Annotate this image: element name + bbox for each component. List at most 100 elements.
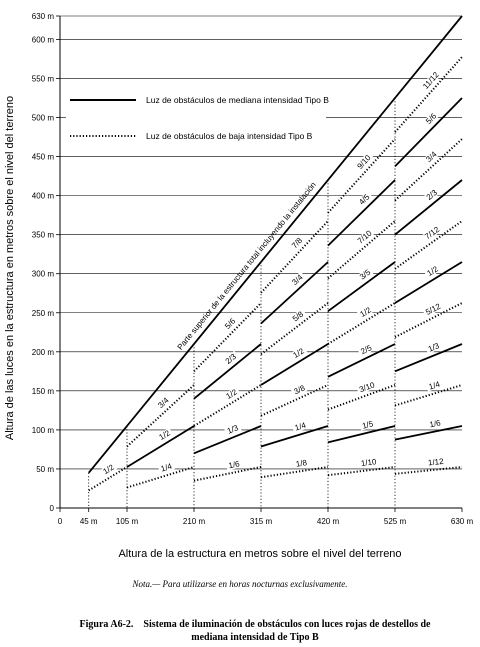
segment-label-group: 3/8 — [290, 383, 309, 397]
segment-label-group: 1/6 — [426, 418, 444, 430]
segment-label-group: 2/3 — [222, 350, 240, 367]
segment-label-group: 3/4 — [423, 148, 440, 166]
segment-label-group: 7/12 — [421, 224, 443, 243]
segment-label-bg — [354, 151, 374, 173]
solid-segment-1-3 — [394, 343, 463, 373]
x-tick-label: 210 m — [183, 517, 206, 526]
segment-label-group: 1/4 — [157, 461, 175, 474]
figure-title: Sistema de iluminación de obstáculos con… — [143, 619, 431, 643]
x-tick-label: 630 m — [451, 517, 474, 526]
segment-label-bg — [421, 224, 443, 243]
segment-label-group: 1/4 — [291, 420, 309, 433]
segment-label: 1/3 — [226, 423, 240, 436]
segment-label-bg — [356, 304, 375, 320]
segment-label-bg — [425, 379, 443, 392]
segment-label-group: 1/12 — [425, 457, 447, 468]
solid-segment-5-6 — [394, 97, 463, 167]
y-tick-label: 250 m — [32, 309, 55, 318]
segment-label-bg — [426, 418, 444, 430]
x-tick-label: 420 m — [317, 517, 340, 526]
x-axis-title: Altura de la estructura en metros sobre … — [118, 548, 401, 560]
figure-number: Figura A6-2. — [79, 619, 134, 630]
y-tick-label: 50 m — [36, 465, 54, 474]
dotted-segment-9-10 — [327, 138, 396, 214]
segment-label-bg — [288, 234, 306, 252]
segment-label: 1/4 — [428, 380, 442, 392]
segment-label-group: 9/10 — [354, 151, 374, 173]
segment-label-group: 1/8 — [293, 458, 310, 469]
segment-label-group: 1/2 — [356, 304, 375, 320]
segment-label-bg — [423, 263, 442, 279]
dotted-segment-1-2 — [327, 302, 396, 345]
y-tick-label: 450 m — [32, 153, 55, 162]
segment-label-bg — [289, 271, 306, 289]
segment-label-bg — [422, 110, 440, 128]
solid-segment-1-2 — [126, 425, 195, 468]
segment-label-bg — [358, 457, 380, 468]
segment-label: 1/10 — [360, 457, 377, 468]
solid-segment-1-4 — [260, 425, 329, 448]
y-tick-label: 100 m — [32, 426, 55, 435]
x-tick-label: 45 m — [80, 517, 98, 526]
segment-label-group: 4/5 — [355, 191, 373, 208]
segment-label: 3/8 — [292, 383, 306, 396]
segment-label: 1/3 — [427, 341, 441, 354]
segment-label-bg — [291, 420, 309, 433]
dotted-segment-3-10 — [327, 384, 396, 411]
y-tick-label: 350 m — [32, 231, 55, 240]
x-tick-label: 315 m — [250, 517, 273, 526]
dotted-segment-3-4 — [126, 384, 195, 448]
x-tick-label: 525 m — [384, 517, 407, 526]
segment-label-bg — [289, 308, 307, 325]
solid-segment-2-3 — [193, 343, 262, 400]
solid-segment-2-3 — [394, 179, 463, 236]
x-tick-label: 0 — [58, 517, 63, 526]
y-tick-label: 600 m — [32, 35, 55, 44]
segment-label-bg — [354, 227, 375, 247]
dotted-segment-1-2 — [193, 384, 262, 427]
dotted-segment-11-12 — [394, 56, 463, 133]
segment-label-group: 5/6 — [422, 110, 440, 128]
segment-label-bg — [157, 461, 175, 474]
axes: 0 50 m 100 m 150 m 200 m 250 m 300 m 350 m 400 m… — [32, 12, 474, 526]
segment-label-group: 5/12 — [422, 301, 444, 318]
segment-label-bg — [356, 266, 374, 283]
series-layer — [88, 15, 463, 492]
segment-label-bg — [293, 458, 310, 469]
segment-label-group: 11/12 — [419, 68, 443, 93]
segment-label-group: 1/6 — [225, 459, 243, 470]
solid-segment-1-6 — [394, 425, 463, 441]
dotted-segment-7-12 — [394, 220, 463, 270]
segment-label-group: 3/10 — [356, 380, 378, 395]
structure-top-line — [88, 15, 463, 474]
dotted-segment-3-8 — [260, 384, 329, 417]
y-tick-label: 200 m — [32, 348, 55, 357]
segment-label-bg — [357, 342, 375, 357]
segment-label-bg — [423, 186, 441, 203]
y-tick-label: 400 m — [32, 192, 55, 201]
segment-label-group: 1/2 — [99, 462, 118, 477]
dotted-segment-1-4 — [394, 384, 463, 407]
x-tick-label: 105 m — [116, 517, 139, 526]
segment-label-group: 1/10 — [358, 457, 380, 468]
segment-label-bg — [221, 315, 239, 333]
segment-label-bg — [425, 340, 443, 355]
segment-label-bg — [289, 345, 308, 361]
segment-label: 1/12 — [428, 457, 445, 468]
solid-segment-3-4 — [260, 261, 329, 325]
dotted-segment-1-10 — [327, 466, 396, 477]
dotted-segment-1-4 — [126, 466, 195, 489]
legend: Luz de obstáculos de mediana intensidad … — [66, 88, 329, 146]
chart: 0 50 m 100 m 150 m 200 m 250 m 300 m 350 m 400 m… — [4, 12, 474, 560]
segment-label-bg — [290, 383, 309, 397]
y-tick-label: 550 m — [32, 74, 55, 83]
solid-segment-1-2 — [260, 343, 329, 386]
dotted-segment-1-12 — [394, 466, 463, 475]
segment-label-bg — [359, 419, 377, 431]
segment-label-group: 2/3 — [423, 186, 441, 203]
segment-label-group: 1/3 — [425, 340, 443, 355]
y-axis-title: Altura de las luces en la estructura en … — [4, 96, 16, 440]
segment-label-bg — [423, 148, 440, 166]
chart-note: Nota.— Para utilizarse en horas nocturna… — [132, 579, 348, 589]
segment-label-bg — [99, 462, 118, 477]
